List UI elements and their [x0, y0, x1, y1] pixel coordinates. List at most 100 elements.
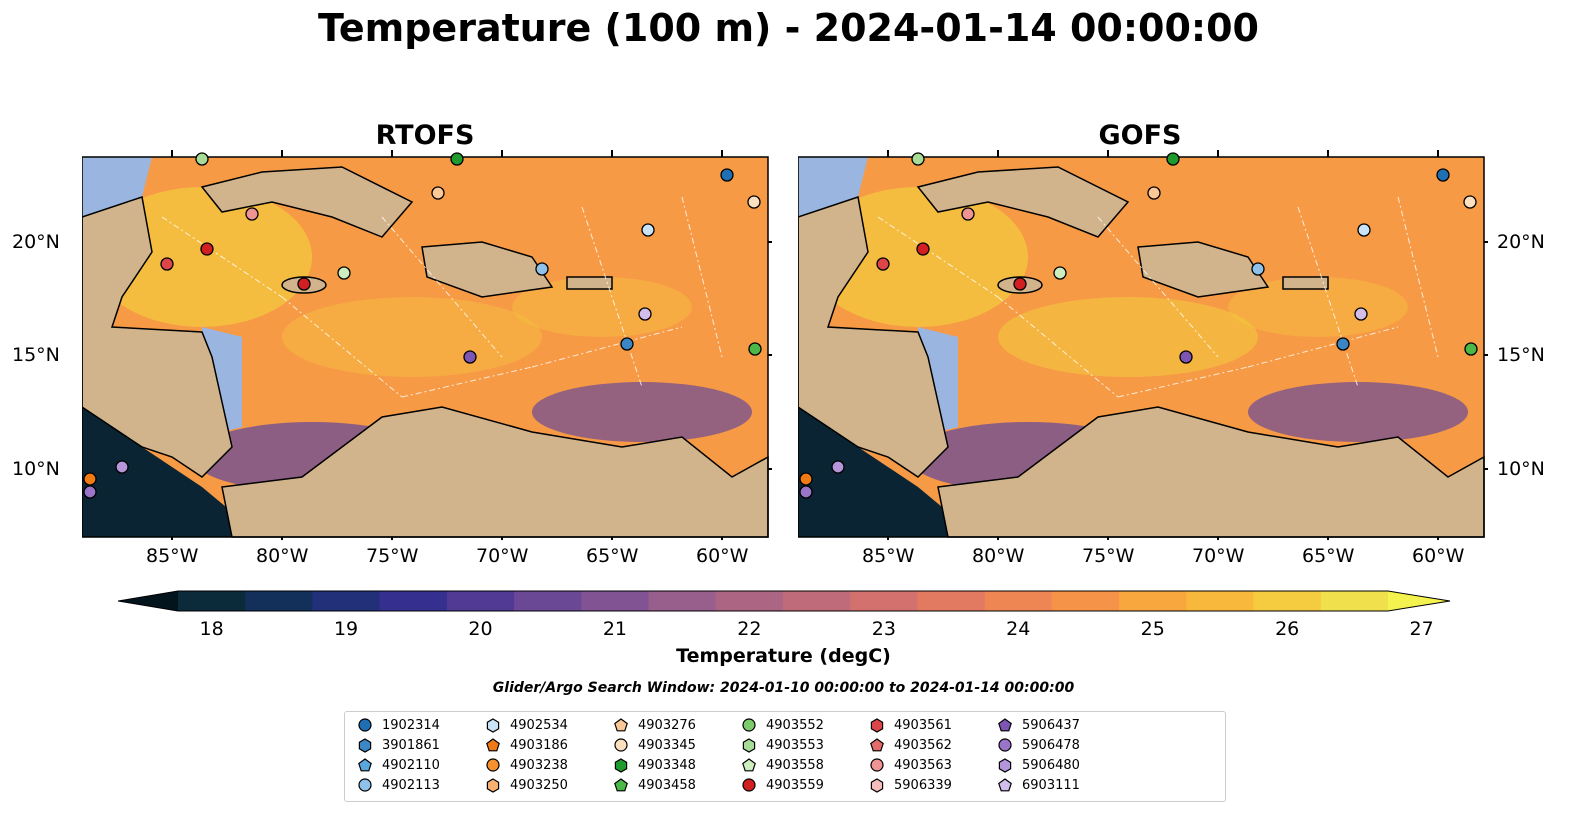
colorbar-label: Temperature (degC): [676, 645, 891, 667]
hexagon-marker-icon: [870, 778, 884, 793]
lat-tick-label: 10°N: [12, 458, 60, 480]
legend-label: 4902534: [510, 717, 568, 733]
colorbar-segment: [514, 591, 582, 611]
pacific-ocean: [82, 407, 262, 537]
pentagon-marker-icon: [870, 738, 884, 752]
eez-boundary: [531, 326, 683, 368]
legend-item: 4903552: [741, 716, 824, 734]
cool-patch: [1248, 382, 1468, 442]
legend-label: 1902314: [382, 717, 440, 733]
pentagon-marker-icon: [614, 778, 628, 792]
eez-boundary: [1097, 216, 1219, 358]
eez-boundary: [1117, 366, 1249, 398]
float-marker: [720, 168, 734, 182]
colorbar-tick-label: 25: [1140, 618, 1165, 640]
pentagon-marker-icon: [358, 758, 372, 772]
colorbar-segment: [1119, 591, 1187, 611]
map-frame: [798, 156, 1485, 538]
colorbar-tick-label: 24: [1006, 618, 1031, 640]
legend-label: 4903345: [638, 737, 696, 753]
colorbar-segment: [648, 591, 717, 611]
lon-tick-label: 60°W: [1412, 545, 1465, 567]
float-marker: [641, 223, 655, 237]
lon-tick-label: 80°W: [972, 545, 1025, 567]
colorbar-tick-label: 23: [871, 618, 896, 640]
legend-item: 5906339: [869, 776, 952, 794]
lon-tick-label: 70°W: [1192, 545, 1245, 567]
shelf: [798, 157, 868, 217]
colorbar-tick-label: 22: [737, 618, 762, 640]
colorbar-outline: [118, 590, 1451, 612]
lon-tick-label: 75°W: [366, 545, 419, 567]
float-marker: [1354, 307, 1368, 321]
pentagon-marker-icon: [998, 718, 1012, 732]
legend-label: 4903561: [894, 717, 952, 733]
pentagon-marker-icon: [998, 778, 1012, 792]
colorbar-extend-low: [118, 591, 178, 611]
colorbar-segment: [178, 591, 246, 611]
legend-item: 4903345: [613, 736, 696, 754]
cool-patch: [532, 382, 752, 442]
land-hispaniola: [421, 241, 554, 298]
legend-item: 4903276: [613, 716, 696, 734]
circle-marker-icon: [742, 778, 756, 792]
float-marker: [115, 460, 129, 474]
legend-label: 4903559: [766, 777, 824, 793]
warm-patch: [512, 277, 692, 337]
float-marker: [1166, 152, 1180, 166]
float-marker: [535, 262, 549, 276]
legend: 1902314 3901861 4902110 4902113 4902534 49031…: [344, 711, 1226, 802]
land-puerto-rico: [1282, 276, 1329, 290]
circle-marker-icon: [870, 758, 884, 772]
float-marker: [83, 485, 97, 499]
colorbar-segment: [984, 591, 1053, 611]
eez-boundary: [381, 216, 503, 358]
land-hispaniola: [1137, 241, 1270, 298]
legend-label: 5906339: [894, 777, 952, 793]
land-cuba: [916, 166, 1130, 238]
shelf: [82, 157, 152, 217]
map-frame: [82, 156, 769, 538]
legend-label: 5906437: [1022, 717, 1080, 733]
float-marker: [1053, 266, 1067, 280]
lon-tick-label: 85°W: [146, 545, 199, 567]
colorbar: [118, 590, 1451, 612]
colorbar-segment: [312, 591, 381, 611]
colorbar-segment: [783, 591, 851, 611]
legend-label: 4903562: [894, 737, 952, 753]
land-central-america: [798, 196, 949, 478]
legend-item: 5906437: [997, 716, 1080, 734]
eez-boundary: [581, 206, 643, 388]
float-marker: [748, 342, 762, 356]
legend-item: 4902110: [357, 756, 440, 774]
pentagon-marker-icon: [486, 738, 500, 752]
float-marker: [160, 257, 174, 271]
circle-marker-icon: [358, 718, 372, 732]
hexagon-marker-icon: [998, 758, 1012, 773]
hexagon-marker-icon: [358, 738, 372, 753]
lat-tick-label: 10°N: [1497, 458, 1545, 480]
float-marker: [1464, 342, 1478, 356]
lat-tick-label: 15°N: [1497, 344, 1545, 366]
circle-marker-icon: [358, 778, 372, 792]
colorbar-segment: [715, 591, 784, 611]
legend-label: 4902113: [382, 777, 440, 793]
float-marker: [911, 152, 925, 166]
pentagon-marker-icon: [742, 758, 756, 772]
float-marker: [463, 350, 477, 364]
pacific-ocean: [798, 407, 978, 537]
float-marker: [1179, 350, 1193, 364]
land-puerto-rico: [566, 276, 613, 290]
float-marker: [245, 207, 259, 221]
legend-item: 3901861: [357, 736, 440, 754]
search-window-caption: Glider/Argo Search Window: 2024-01-10 00…: [492, 680, 1075, 696]
colorbar-tick-label: 20: [468, 618, 493, 640]
legend-item: 4903562: [869, 736, 952, 754]
colorbar-segment: [379, 591, 448, 611]
hexagon-marker-icon: [486, 718, 500, 733]
legend-label: 5906480: [1022, 757, 1080, 773]
float-marker: [195, 152, 209, 166]
colorbar-tick-label: 26: [1275, 618, 1300, 640]
float-marker: [747, 195, 761, 209]
colorbar-segment: [446, 591, 515, 611]
